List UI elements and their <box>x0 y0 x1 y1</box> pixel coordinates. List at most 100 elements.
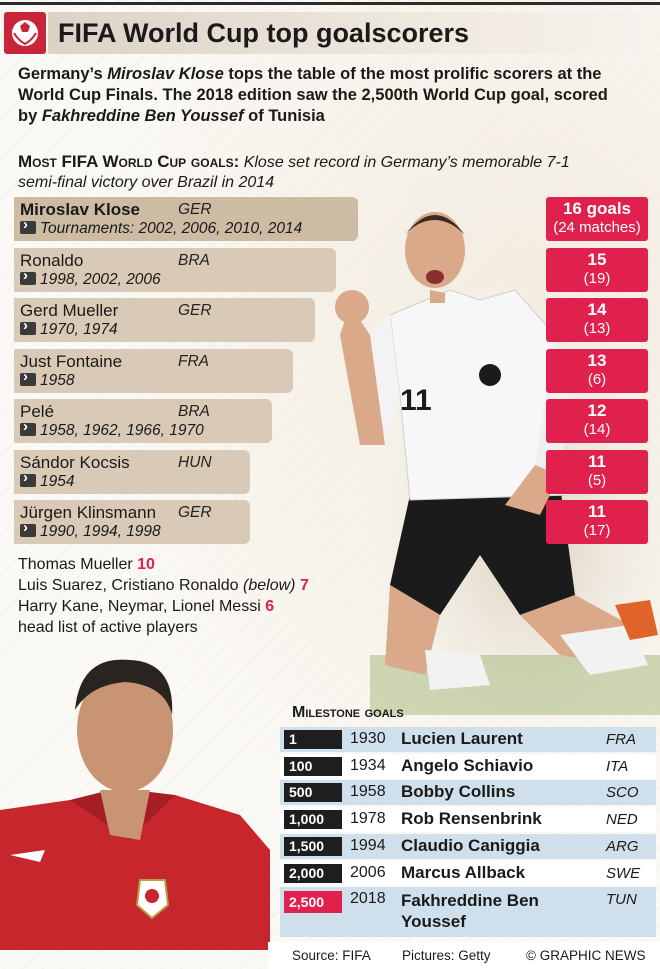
milestone-goal-number: 2,000 <box>284 864 342 883</box>
scorer-tournaments: 1958, 1962, 1966, 1970 <box>20 418 204 440</box>
footer-credit: © GRAPHIC NEWS <box>526 948 646 963</box>
scorer-country: HUN <box>178 454 212 471</box>
scorer-country: GER <box>178 504 212 521</box>
goals-box: 14 (13) <box>546 298 648 342</box>
active-note-2: (below) <box>243 577 296 594</box>
intro-part-3: of Tunisia <box>243 107 325 125</box>
milestone-scorer: Lucien Laurent <box>401 729 523 748</box>
milestone-scorer: Angelo Schiavio <box>401 756 534 775</box>
scorer-bar: Miroslav Klose GER Tournaments: 2002, 2006… <box>14 197 358 241</box>
milestone-row: 1 1930 Lucien Laurent FRA <box>280 727 656 752</box>
page-title: FIFA World Cup top goalscorers <box>58 18 470 48</box>
scorer-tournaments: 1998, 2002, 2006 <box>20 267 161 289</box>
goals-value: 11 <box>588 452 606 471</box>
matches-value: (24 matches) <box>553 219 641 236</box>
active-goals-3: 6 <box>265 598 275 615</box>
milestone-row: 1,500 1994 Claudio Caniggia ARG <box>280 834 656 859</box>
scorer-tournaments: 1970, 1974 <box>20 317 118 339</box>
milestone-goal-number: 2,500 <box>284 891 342 913</box>
milestone-year: 1978 <box>350 810 386 827</box>
scorer-name: Pelé <box>20 402 55 421</box>
milestone-goal-number: 500 <box>284 783 342 802</box>
tournaments-text: 1958, 1962, 1966, 1970 <box>40 422 204 439</box>
arrow-icon <box>20 469 36 487</box>
intro-klose: Miroslav Klose <box>107 65 224 83</box>
milestone-row: 500 1958 Bobby Collins SCO <box>280 780 656 805</box>
scorer-bar: Pelé BRA 1958, 1962, 1966, 1970 <box>14 399 272 443</box>
scorer-name: Jürgen Klinsmann <box>20 503 157 522</box>
milestone-country: FRA <box>606 731 636 748</box>
goals-value: 13 <box>587 351 607 370</box>
scorer-country: GER <box>178 302 212 319</box>
scorer-name: Ronaldo <box>20 251 84 270</box>
goals-box: 13 (6) <box>546 349 648 393</box>
matches-value: (17) <box>583 522 611 539</box>
goals-value: 15 <box>587 250 607 269</box>
active-goals-2: 7 <box>299 577 309 594</box>
arrow-icon <box>20 418 36 436</box>
goals-value: 16 goals <box>562 199 632 218</box>
milestone-year: 2018 <box>350 890 386 907</box>
milestone-country: NED <box>606 811 638 828</box>
scorer-name: Miroslav Klose <box>20 200 140 219</box>
arrow-icon <box>20 216 36 234</box>
milestone-goal-number: 100 <box>284 757 342 776</box>
active-line-3: Harry Kane, Neymar, Lionel Messi 6 <box>18 596 309 617</box>
scorer-country: BRA <box>178 403 210 420</box>
title-bar: FIFA World Cup top goalscorers <box>48 12 656 54</box>
section-title: Most FIFA World Cup goals: <box>18 152 240 171</box>
scorer-bar: Sándor Kocsis HUN 1954 <box>14 450 250 494</box>
scorer-name: Gerd Mueller <box>20 301 119 320</box>
active-goals-1: 10 <box>137 556 155 573</box>
milestone-year: 1934 <box>350 757 386 774</box>
scorer-bar: Just Fontaine FRA 1958 <box>14 349 293 393</box>
footer-source: Source: FIFA <box>292 948 371 963</box>
footer: Source: FIFA Pictures: Getty © GRAPHIC N… <box>268 942 660 969</box>
intro-part-1: Germany’s <box>18 65 108 83</box>
svg-text:11: 11 <box>400 384 432 417</box>
milestone-country: ARG <box>606 838 639 855</box>
milestone-scorer: Marcus Allback <box>401 863 526 882</box>
milestone-country: SCO <box>606 784 639 801</box>
scorer-name: Sándor Kocsis <box>20 453 130 472</box>
goals-box: 12 (14) <box>546 399 648 443</box>
scorer-tournaments: 1990, 1994, 1998 <box>20 519 161 541</box>
active-name-2: Luis Suarez, Cristiano Ronaldo <box>18 577 244 594</box>
milestone-goal-number: 1,500 <box>284 837 342 856</box>
scorer-country: GER <box>178 201 212 218</box>
tournaments-text: 1970, 1974 <box>40 321 118 338</box>
milestone-year: 1958 <box>350 783 386 800</box>
milestone-goal-number: 1 <box>284 730 342 749</box>
milestone-row: 2,500 2018 Fakhreddine Ben Youssef TUN <box>280 887 656 937</box>
milestone-row: 2,000 2006 Marcus Allback SWE <box>280 861 656 886</box>
milestone-goal-number: 1,000 <box>284 810 342 829</box>
active-name-3: Harry Kane, Neymar, Lionel Messi <box>18 598 266 615</box>
milestone-row: 1,000 1978 Rob Rensenbrink NED <box>280 807 656 832</box>
ronaldo-photo <box>0 659 270 950</box>
milestone-scorer: Fakhreddine Ben Youssef <box>401 891 539 931</box>
milestone-scorer: Rob Rensenbrink <box>401 809 542 828</box>
goals-box: 15 (19) <box>546 248 648 292</box>
active-players-note: Thomas Mueller 10 Luis Suarez, Cristiano… <box>18 554 309 638</box>
section-heading: Most FIFA World Cup goals: Klose set rec… <box>18 152 578 193</box>
milestone-year: 1994 <box>350 837 386 854</box>
milestone-scorer: Bobby Collins <box>401 782 516 801</box>
tournaments-text: 1954 <box>40 473 75 490</box>
intro-text: Germany’s Miroslav Klose tops the table … <box>18 64 628 127</box>
matches-value: (5) <box>587 472 607 489</box>
goals-value: 11 <box>588 502 606 521</box>
milestone-year: 1930 <box>350 730 386 747</box>
goals-value: 14 <box>587 300 607 319</box>
goals-value: 12 <box>587 401 607 420</box>
arrow-icon <box>20 267 36 285</box>
milestone-row: 100 1934 Angelo Schiavio ITA <box>280 754 656 779</box>
world-cup-logo <box>4 12 46 54</box>
scorer-tournaments: 1954 <box>20 469 75 491</box>
milestone-country: ITA <box>606 758 629 775</box>
milestone-year: 2006 <box>350 864 386 881</box>
goals-box: 11 (17) <box>546 500 648 544</box>
tournaments-text: 1998, 2002, 2006 <box>40 271 161 288</box>
matches-value: (19) <box>583 270 611 287</box>
tournaments-text: 1958 <box>40 372 75 389</box>
scorer-name: Just Fontaine <box>20 352 123 371</box>
